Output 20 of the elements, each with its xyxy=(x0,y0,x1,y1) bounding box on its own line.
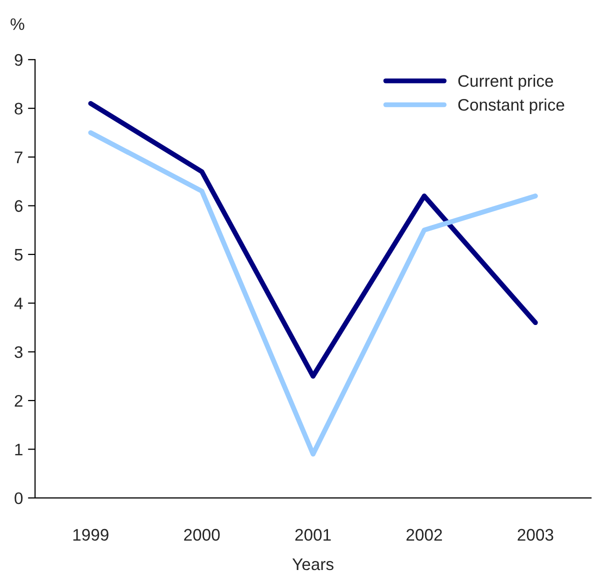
y-tick-label: 4 xyxy=(14,298,23,310)
x-axis-title: Years xyxy=(292,558,334,570)
x-tick-label: 2003 xyxy=(518,528,554,541)
y-tick-label: 6 xyxy=(14,200,23,212)
y-tick-label: 2 xyxy=(14,394,22,407)
x-tick-label: 2002 xyxy=(406,528,442,541)
y-axis-title: % xyxy=(10,18,24,30)
y-tick-label: 3 xyxy=(14,346,23,358)
y-tick-label: 0 xyxy=(14,492,23,504)
x-tick-label: 2000 xyxy=(184,528,220,541)
legend-label: Constant price xyxy=(458,98,564,114)
y-tick-label: 8 xyxy=(14,102,23,115)
x-tick-label: 2001 xyxy=(295,528,331,541)
legend-label: Current price xyxy=(458,74,554,90)
y-tick-label: 1 xyxy=(15,444,22,456)
line-series xyxy=(88,130,538,457)
y-tick-label: 9 xyxy=(14,54,22,66)
y-tick-label: 7 xyxy=(14,152,22,164)
y-tick-label: 5 xyxy=(14,249,23,261)
x-tick-label: 1999 xyxy=(73,528,108,541)
